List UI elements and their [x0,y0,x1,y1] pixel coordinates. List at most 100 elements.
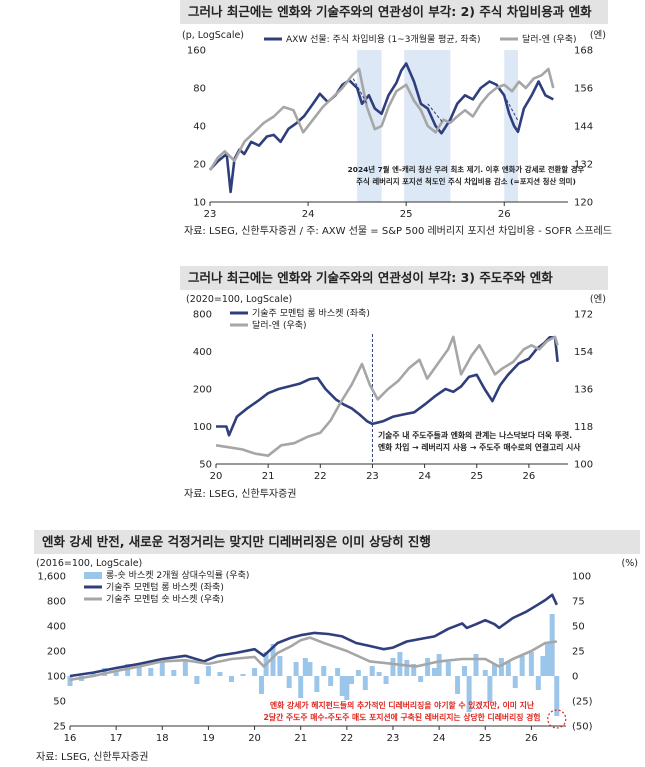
bar [355,670,361,676]
y-right-tick-label: (50) [572,722,593,733]
highlight-circle [547,709,567,729]
x-tick-label: 23 [204,209,217,220]
y-left-tick-label: 200 [47,647,66,658]
bar [328,676,334,686]
y-right-tick-label: 132 [574,160,593,171]
y-left-tick-label: 25 [53,722,66,733]
bar [298,676,304,698]
bar [339,676,345,696]
legend-label: AXW 선물: 주식 차입비용 (1~3개월물 평균, 좌축) [286,33,481,45]
y-left-tick-label: 400 [193,347,212,358]
bar [545,642,551,676]
bar [136,666,142,676]
chart3-svg: 25 50 100 200 400 800 1,600 (50) (25) 0 25 50 75 100 1… [36,558,638,744]
y-left-tick-label: 800 [47,597,66,608]
x-tick-label: 25 [400,209,413,220]
y-left-tick-label: 80 [193,84,206,95]
x-tick-label: 24 [418,471,431,482]
bar [252,668,258,676]
bar [432,668,438,676]
y-right-tick-label: 172 [574,310,593,321]
chart1-source: 자료: LSEG, 신한투자증권 / 주: AXW 선물 = S&P 500 레… [184,226,612,237]
chart2-title: 그러나 최근에는 엔화와 기술주와의 연관성이 부각: 3) 주도주와 엔화 [180,266,608,290]
y-right-unit: (엔) [590,294,606,305]
bar [205,666,211,676]
bar [498,658,504,676]
bar [102,668,108,676]
bar [159,662,165,676]
bar [404,660,410,676]
bar [535,676,541,690]
y-left-tick-label: 50 [199,460,212,471]
x-tick-label: 23 [387,733,400,744]
legend-label: 기술주 모멘텀 롱 바스켓 (좌축) [252,307,370,319]
series-line [69,636,557,682]
bar [240,674,246,676]
annotation-text: 기술주 내 주도주들과 엔화의 관계는 나스닥보다 더욱 뚜렷. [378,430,572,440]
y-right-tick-label: 168 [574,46,593,57]
series-line [69,593,558,678]
annotation-text: 2024년 7월 엔-캐리 청산 우려 최초 제기. 이후 엔화가 강세로 전환… [348,165,585,174]
bar [314,676,320,692]
x-tick-label: 26 [498,209,511,220]
bar [455,676,461,694]
bar [228,676,234,682]
bar [270,644,276,676]
y-left-tick-label: 800 [193,310,212,321]
y-left-tick-label: 1,600 [37,572,66,583]
chart2-source: 자료: LSEG, 신한투자증권 [184,489,297,500]
y-left-tick-label: 50 [53,697,66,708]
legend-label: 기술주 모멘텀 롱 바스켓 (좌축) [106,581,224,593]
y-right-tick-label: 100 [574,460,593,471]
y-left-tick-label: 40 [193,122,206,133]
bar [335,668,341,676]
y-right-tick-label: 50 [572,622,585,633]
annotation-text: 주식 레버리지 포지션 척도인 주식 차입비용 감소 (=포지션 청산 의미) [356,177,576,186]
x-tick-label: 26 [525,733,538,744]
bar [182,660,188,676]
bar [307,662,313,676]
y-right-tick-label: 136 [574,385,593,396]
y-left-unit: (p, LogScale) [182,30,244,41]
y-right-tick-label: 75 [572,597,585,608]
x-tick-label: 20 [248,733,261,744]
x-tick-label: 18 [156,733,169,744]
series-line [216,335,559,437]
bar [411,664,417,676]
series-line [209,62,554,194]
bar [540,656,546,676]
y-right-tick-label: 144 [574,122,593,133]
y-left-tick-label: 20 [193,160,206,171]
series-line [208,67,555,171]
chart3-title: 엔화 강세 반전, 새로운 걱정거리는 맞지만 디레버리징은 이미 상당히 진행 [34,530,640,554]
bar [505,662,511,676]
bar [466,676,472,712]
y-right-tick-label: 25 [572,647,585,658]
x-tick-label: 17 [110,733,123,744]
bar [369,666,375,676]
y-right-unit: (엔) [590,30,606,41]
y-right-tick-label: (25) [572,697,593,708]
x-tick-label: 19 [202,733,215,744]
bar [258,676,264,694]
bar [487,676,493,702]
bar [302,658,308,676]
y-right-unit: (%) [622,558,638,569]
y-left-tick-label: 400 [47,622,66,633]
legend-swatch [84,572,102,579]
bar [491,664,497,676]
y-left-tick-label: 100 [47,672,66,683]
legend-label: 롱-숏 바스켓 2개월 상대수익률 (우축) [106,569,249,581]
bar [293,662,299,676]
y-right-tick-label: 156 [574,84,593,95]
y-right-tick-label: 120 [574,198,593,209]
bar [549,614,555,676]
annotation-text: 엔화 강세가 헤지펀드들의 추가적인 디레버리징을 야기할 수 있겠지만, 이미… [270,700,535,710]
x-tick-label: 20 [210,471,223,482]
x-tick-label: 24 [302,209,315,220]
bar [473,654,479,676]
annotation-text: 2달간 주도주 매수-주도주 매도 포지션에 구축된 레버리지는 상당한 디레버… [264,712,541,722]
bar [482,670,488,676]
bar [519,656,525,676]
bar [512,676,518,688]
